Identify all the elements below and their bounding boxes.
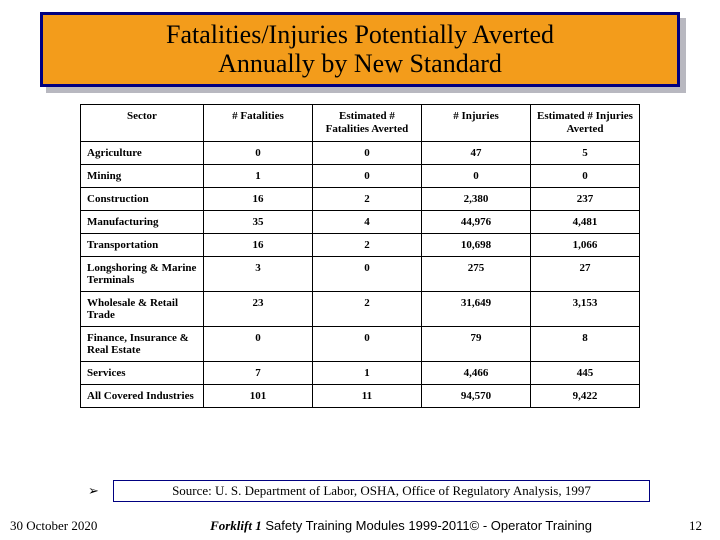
table-row: Construction1622,380237 (81, 188, 640, 211)
cell-value: 11 (312, 385, 421, 408)
cell-value: 0 (421, 165, 530, 188)
table-row: Mining1000 (81, 165, 640, 188)
footer-product: Forklift 1 (210, 518, 262, 533)
table-row: Finance, Insurance & Real Estate00798 (81, 327, 640, 362)
cell-sector: Transportation (81, 234, 204, 257)
footer-title: Forklift 1 Safety Training Modules 1999-… (130, 518, 672, 534)
cell-value: 2,380 (421, 188, 530, 211)
cell-value: 31,649 (421, 292, 530, 327)
cell-value: 1 (312, 362, 421, 385)
cell-sector: Mining (81, 165, 204, 188)
table-row: Transportation16210,6981,066 (81, 234, 640, 257)
cell-value: 4,481 (530, 211, 639, 234)
cell-value: 16 (203, 188, 312, 211)
cell-value: 3,153 (530, 292, 639, 327)
cell-value: 16 (203, 234, 312, 257)
cell-value: 8 (530, 327, 639, 362)
cell-value: 0 (312, 327, 421, 362)
cell-value: 23 (203, 292, 312, 327)
cell-value: 47 (421, 142, 530, 165)
table-header-row: Sector # Fatalities Estimated # Fataliti… (81, 105, 640, 142)
title-box: Fatalities/Injuries Potentially Averted … (40, 12, 680, 87)
cell-value: 0 (203, 327, 312, 362)
cell-value: 4,466 (421, 362, 530, 385)
cell-value: 2 (312, 292, 421, 327)
table-row: All Covered Industries1011194,5709,422 (81, 385, 640, 408)
cell-value: 27 (530, 257, 639, 292)
table-row: Longshoring & Marine Terminals3027527 (81, 257, 640, 292)
cell-sector: Longshoring & Marine Terminals (81, 257, 204, 292)
cell-sector: Services (81, 362, 204, 385)
cell-value: 9,422 (530, 385, 639, 408)
data-table-container: Sector # Fatalities Estimated # Fataliti… (80, 104, 640, 408)
footer-rest: Safety Training Modules 1999-2011© - Ope… (262, 518, 592, 533)
col-fatalities: # Fatalities (203, 105, 312, 142)
cell-value: 7 (203, 362, 312, 385)
cell-value: 1,066 (530, 234, 639, 257)
cell-sector: All Covered Industries (81, 385, 204, 408)
cell-value: 0 (312, 165, 421, 188)
table-row: Wholesale & Retail Trade23231,6493,153 (81, 292, 640, 327)
cell-sector: Manufacturing (81, 211, 204, 234)
cell-value: 94,570 (421, 385, 530, 408)
cell-value: 4 (312, 211, 421, 234)
cell-sector: Wholesale & Retail Trade (81, 292, 204, 327)
table-row: Services714,466445 (81, 362, 640, 385)
table-row: Manufacturing35444,9764,481 (81, 211, 640, 234)
cell-value: 237 (530, 188, 639, 211)
cell-value: 0 (312, 142, 421, 165)
title-line-2: Annually by New Standard (53, 50, 667, 79)
cell-value: 35 (203, 211, 312, 234)
cell-value: 10,698 (421, 234, 530, 257)
cell-sector: Construction (81, 188, 204, 211)
footer-date: 30 October 2020 (10, 518, 130, 534)
cell-value: 79 (421, 327, 530, 362)
col-sector: Sector (81, 105, 204, 142)
cell-value: 44,976 (421, 211, 530, 234)
cell-value: 0 (530, 165, 639, 188)
cell-sector: Finance, Insurance & Real Estate (81, 327, 204, 362)
col-injuries: # Injuries (421, 105, 530, 142)
slide-footer: 30 October 2020 Forklift 1 Safety Traini… (0, 518, 720, 534)
col-fatalities-averted: Estimated # Fatalities Averted (312, 105, 421, 142)
cell-value: 0 (312, 257, 421, 292)
cell-value: 2 (312, 234, 421, 257)
cell-value: 275 (421, 257, 530, 292)
cell-value: 3 (203, 257, 312, 292)
cell-value: 5 (530, 142, 639, 165)
cell-value: 1 (203, 165, 312, 188)
table-row: Agriculture00475 (81, 142, 640, 165)
cell-value: 445 (530, 362, 639, 385)
bullet-icon: ➢ (88, 483, 99, 499)
title-banner: Fatalities/Injuries Potentially Averted … (40, 12, 680, 87)
source-row: ➢ Source: U. S. Department of Labor, OSH… (88, 480, 650, 502)
cell-value: 2 (312, 188, 421, 211)
cell-sector: Agriculture (81, 142, 204, 165)
cell-value: 101 (203, 385, 312, 408)
col-injuries-averted: Estimated # Injuries Averted (530, 105, 639, 142)
source-citation: Source: U. S. Department of Labor, OSHA,… (113, 480, 650, 502)
cell-value: 0 (203, 142, 312, 165)
table-body: Agriculture00475Mining1000Construction16… (81, 142, 640, 408)
title-line-1: Fatalities/Injuries Potentially Averted (53, 21, 667, 50)
footer-page-number: 12 (672, 518, 702, 534)
fatalities-table: Sector # Fatalities Estimated # Fataliti… (80, 104, 640, 408)
